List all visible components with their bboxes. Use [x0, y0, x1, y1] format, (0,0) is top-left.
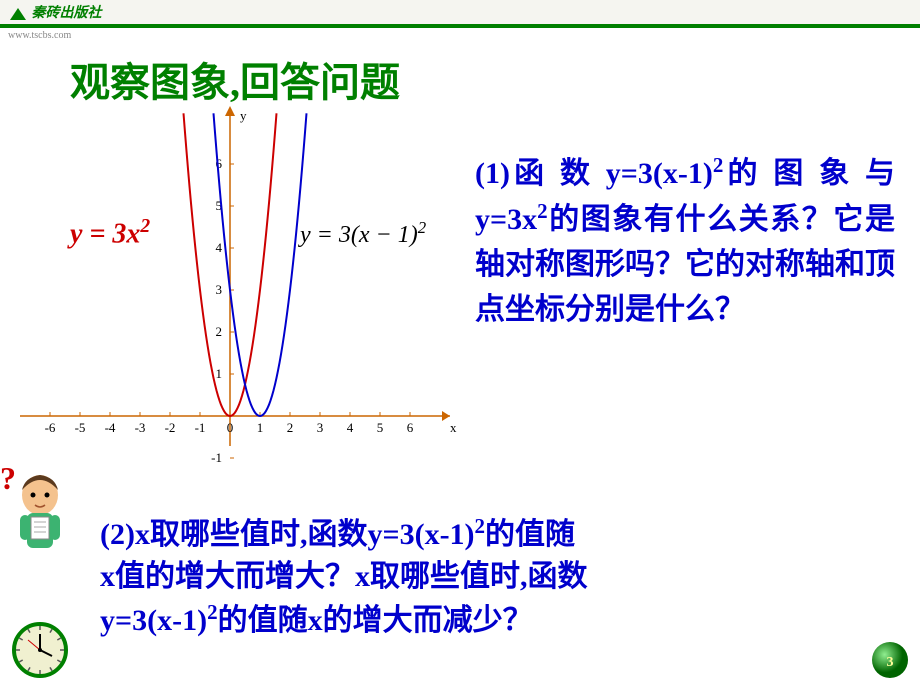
graph-area: -6-5-4-3-2-10123456x123456-1y [20, 106, 460, 466]
q2-l3b: 的值随x的增大而减少？ [218, 604, 533, 637]
svg-text:-1: -1 [195, 420, 206, 435]
q2-l2: x值的增大而增大？x取哪些值时,函数 [100, 560, 588, 593]
svg-text:1: 1 [257, 420, 264, 435]
svg-text:-5: -5 [75, 420, 86, 435]
svg-text:2: 2 [216, 324, 223, 339]
svg-text:2: 2 [287, 420, 294, 435]
clock-icon [10, 620, 70, 680]
coordinate-graph: -6-5-4-3-2-10123456x123456-1y [20, 106, 460, 466]
logo-text: 秦砖出版社 [32, 6, 102, 21]
svg-text:-1: -1 [211, 450, 222, 465]
svg-text:4: 4 [216, 240, 223, 255]
svg-text:x: x [450, 420, 457, 435]
svg-text:y: y [240, 108, 247, 123]
svg-text:5: 5 [377, 420, 384, 435]
question-2: (2)x取哪些值时,函数y=3(x-1)2的值随 x值的增大而增大？x取哪些值时… [100, 512, 750, 642]
svg-text:6: 6 [407, 420, 414, 435]
svg-text:-3: -3 [135, 420, 146, 435]
svg-text:3: 3 [317, 420, 324, 435]
svg-text:-6: -6 [45, 420, 56, 435]
page-number-badge: 3 [870, 640, 910, 680]
question-1: (1)函 数 y=3(x-1)2的 图 象 与 y=3x2的图象有什么关系？它是… [475, 150, 895, 332]
slide-title: 观察图象,回答问题 [70, 50, 400, 108]
svg-text:3: 3 [216, 282, 223, 297]
equation-1: y = 3x2 [70, 216, 150, 250]
publisher-logo: 秦砖出版社 [8, 2, 102, 22]
svg-text:-2: -2 [165, 420, 176, 435]
q1-part1: (1)函 数 y=3(x-1) [475, 157, 713, 190]
q2-l1a: (2)x取哪些值时,函数y=3(x-1) [100, 518, 475, 551]
svg-text:-4: -4 [105, 420, 116, 435]
top-bar [0, 0, 920, 28]
q2-l1b: 的值随 [485, 518, 575, 551]
svg-text:0: 0 [227, 420, 234, 435]
svg-text:4: 4 [347, 420, 354, 435]
equation-2: y = 3(x − 1)2 [300, 218, 426, 249]
svg-text:1: 1 [216, 366, 223, 381]
q2-l3a: y=3(x-1) [100, 604, 207, 637]
student-avatar [5, 465, 75, 555]
website-url: www.tscbs.com [8, 30, 71, 41]
page-number-text: 3 [887, 655, 894, 670]
